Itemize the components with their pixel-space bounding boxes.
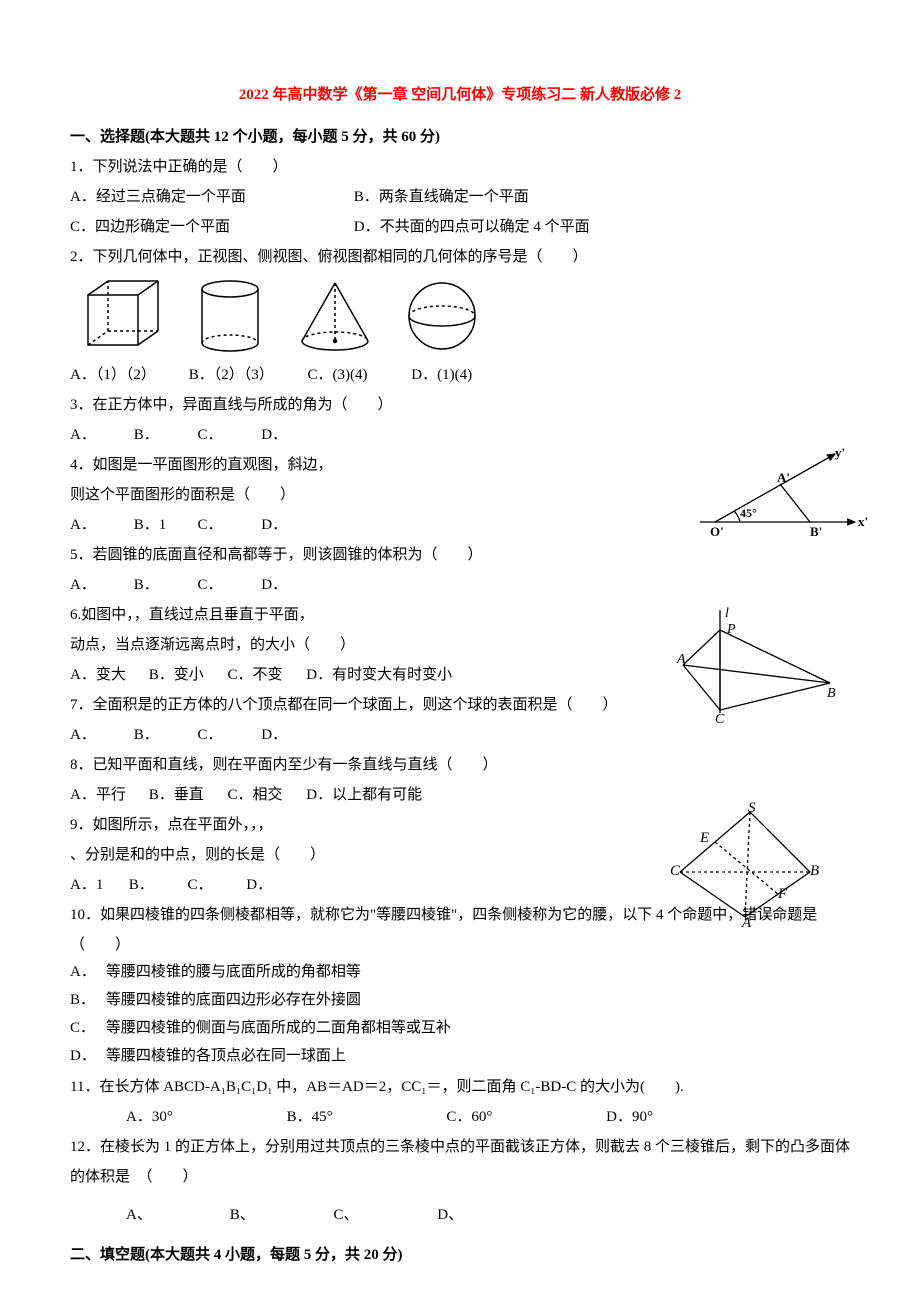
q10-text: 10．如果四棱锥的四条侧棱都相等，就称它为"等腰四棱锥"，四条侧棱称为它的腰，以… — [70, 900, 850, 960]
q11-text: 11．在长方体 ABCD-A₁B₁C₁D₁ 中，AB＝AD＝2，CC₁＝，则二面… — [70, 1072, 850, 1102]
svg-text:45°: 45° — [740, 506, 757, 520]
svg-text:O': O' — [710, 524, 724, 539]
q8-optD: D．以上都有可能 — [306, 787, 422, 803]
section1-heading: 一、选择题(本大题共 12 个小题，每小题 5 分，共 60 分) — [70, 122, 850, 152]
svg-text:B: B — [810, 863, 819, 879]
q5-optC: C． — [198, 570, 258, 600]
q4-optD: D． — [261, 517, 287, 533]
q8: 8．已知平面和直线，则在平面内至少有一条直线与直线（ ） A．平行 B．垂直 C… — [70, 750, 850, 810]
svg-text:y': y' — [835, 445, 845, 460]
cone-icon — [290, 277, 380, 355]
q5-optB: B． — [134, 570, 194, 600]
q7-optA: A． — [70, 720, 130, 750]
q6-optD: D．有时变大有时变小 — [306, 667, 452, 683]
q2: 2．下列几何体中，正视图、侧视图、俯视图都相同的几何体的序号是（ ） — [70, 242, 850, 390]
q9-optC: C． — [188, 870, 243, 900]
page-title: 2022 年高中数学《第一章 空间几何体》专项练习二 新人教版必修 2 — [239, 87, 682, 103]
q1-optD: D．不共面的四点可以确定 4 个平面 — [354, 212, 634, 242]
q3-optB: B． — [134, 420, 194, 450]
q1-optA: A．经过三点确定一个平面 — [70, 182, 350, 212]
q10-optD: 等腰四棱锥的各顶点必在同一球面上 — [106, 1044, 461, 1072]
q4: O' A' B' x' y' 45° 4．如图是一平面图形的直观图，斜边， 则这… — [70, 450, 850, 540]
svg-text:B': B' — [810, 524, 822, 539]
q10: 10．如果四棱锥的四条侧棱都相等，就称它为"等腰四棱锥"，四条侧棱称为它的腰，以… — [70, 900, 850, 1072]
q4-optB: B．1 — [134, 510, 194, 540]
q2-optC: C．(3)(4) — [308, 360, 408, 390]
q6-optC: C．不变 — [228, 660, 303, 690]
q8-text: 8．已知平面和直线，则在平面内至少有一条直线与直线（ ） — [70, 750, 850, 780]
q2-text: 2．下列几何体中，正视图、侧视图、俯视图都相同的几何体的序号是（ ） — [70, 242, 850, 272]
svg-text:x': x' — [858, 514, 868, 529]
q6-optA: A．变大 — [70, 660, 145, 690]
svg-text:C: C — [670, 863, 681, 879]
q5-text: 5．若圆锥的底面直径和高都等于，则该圆锥的体积为（ ） — [70, 540, 850, 570]
q6: l P A B C 6.如图中，，直线过点且垂直于平面， 动点，当点逐渐远离点时… — [70, 600, 850, 690]
section2-heading: 二、填空题(本大题共 4 小题，每题 5 分，共 20 分) — [70, 1240, 850, 1270]
sphere-icon — [400, 277, 485, 355]
q12-optA: A、 — [126, 1200, 226, 1230]
q5-optA: A． — [70, 570, 130, 600]
q10-optB: 等腰四棱锥的底面四边形必存在外接圆 — [106, 988, 461, 1016]
q10-optC: 等腰四棱锥的侧面与底面所成的二面角都相等或互补 — [106, 1016, 461, 1044]
q8-optC: C．相交 — [228, 780, 303, 810]
q7-optC: C． — [198, 720, 258, 750]
q7-optD: D． — [261, 727, 287, 743]
svg-text:A': A' — [777, 470, 790, 485]
q2-optD: D．(1)(4) — [411, 367, 472, 383]
q10-lblD: D． — [70, 1044, 106, 1072]
q7-text: 7．全面积是的正方体的八个顶点都在同一个球面上，则这个球的表面积是（ ） — [70, 690, 850, 720]
q6-optB: B．变小 — [149, 660, 224, 690]
q11-optB: B．45° — [287, 1102, 333, 1132]
q3-optA: A． — [70, 420, 130, 450]
q12: 12．在棱长为 1 的正方体上，分别用过共顶点的三条棱中点的平面截该正方体，则截… — [70, 1132, 850, 1230]
q1-text: 1．下列说法中正确的是（ ） — [70, 152, 850, 182]
q12-optB: B、 — [230, 1200, 330, 1230]
svg-text:l: l — [725, 606, 729, 621]
q1: 1．下列说法中正确的是（ ） A．经过三点确定一个平面 B．两条直线确定一个平面… — [70, 152, 850, 242]
q10-lblC: C． — [70, 1016, 106, 1044]
q2-figures — [70, 277, 850, 355]
q3-optC: C． — [198, 420, 258, 450]
q11-optC: C．60° — [446, 1102, 492, 1132]
svg-text:P: P — [726, 622, 736, 637]
cube-icon — [80, 277, 170, 355]
svg-text:A: A — [676, 652, 686, 667]
q11: 11．在长方体 ABCD-A₁B₁C₁D₁ 中，AB＝AD＝2，CC₁＝，则二面… — [70, 1072, 850, 1132]
cylinder-icon — [190, 277, 270, 355]
svg-text:S: S — [748, 802, 756, 816]
q1-optB: B．两条直线确定一个平面 — [354, 182, 634, 212]
q4-optC: C． — [198, 510, 258, 540]
q10-lblA: A． — [70, 960, 106, 988]
q3: 3．在正方体中，异面直线与所成的角为（ ） A． B． C． D． — [70, 390, 850, 450]
q2-optA: A．（1）（2） — [70, 360, 185, 390]
q9: S E C B A F 9．如图所示，点在平面外，，， 、分别是和的中点，则的长… — [70, 810, 850, 900]
q10-options-table: A．等腰四棱锥的腰与底面所成的角都相等 B．等腰四棱锥的底面四边形必存在外接圆 … — [70, 960, 461, 1072]
q9-optB: B． — [129, 870, 184, 900]
q1-optC: C．四边形确定一个平面 — [70, 212, 350, 242]
q3-text: 3．在正方体中，异面直线与所成的角为（ ） — [70, 390, 850, 420]
q11-optD: D．90° — [606, 1109, 653, 1125]
svg-text:E: E — [699, 830, 709, 846]
q11-optA: A．30° — [126, 1102, 173, 1132]
q9-optA: A．1 — [70, 870, 125, 900]
q10-lblB: B． — [70, 988, 106, 1016]
q12-text: 12．在棱长为 1 的正方体上，分别用过共顶点的三条棱中点的平面截该正方体，则截… — [70, 1132, 850, 1192]
q2-optB: B．（2）（3） — [189, 360, 304, 390]
q7-optB: B． — [134, 720, 194, 750]
q5: 5．若圆锥的底面直径和高都等于，则该圆锥的体积为（ ） A． B． C． D． — [70, 540, 850, 600]
q12-optD: D、 — [437, 1207, 463, 1223]
q5-optD: D． — [261, 577, 287, 593]
q7: 7．全面积是的正方体的八个顶点都在同一个球面上，则这个球的表面积是（ ） A． … — [70, 690, 850, 750]
q8-optA: A．平行 — [70, 780, 145, 810]
q4-optA: A． — [70, 510, 130, 540]
q8-optB: B．垂直 — [149, 780, 224, 810]
q10-optA: 等腰四棱锥的腰与底面所成的角都相等 — [106, 960, 461, 988]
q9-optD: D． — [246, 877, 272, 893]
q3-optD: D． — [261, 427, 287, 443]
q12-optC: C、 — [334, 1200, 434, 1230]
